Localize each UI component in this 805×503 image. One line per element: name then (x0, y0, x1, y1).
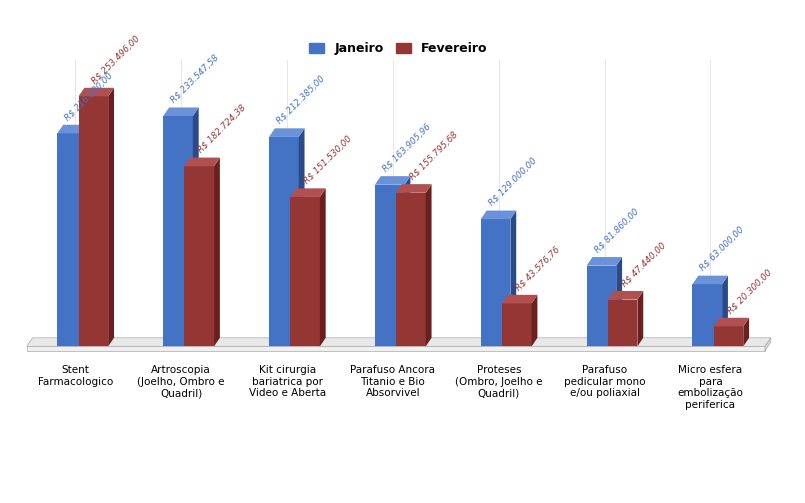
Polygon shape (79, 97, 108, 347)
Polygon shape (108, 88, 114, 347)
Text: R$ 151.530,00: R$ 151.530,00 (302, 134, 353, 186)
Text: R$ 81.860,00: R$ 81.860,00 (592, 207, 640, 254)
Polygon shape (320, 188, 326, 347)
Polygon shape (299, 128, 304, 347)
Polygon shape (27, 338, 771, 347)
Polygon shape (163, 108, 199, 116)
Polygon shape (269, 128, 304, 137)
Polygon shape (163, 116, 193, 347)
Polygon shape (57, 125, 93, 133)
Polygon shape (79, 88, 114, 97)
Polygon shape (375, 176, 411, 185)
Polygon shape (765, 338, 771, 351)
Text: R$ 216.000,00: R$ 216.000,00 (64, 70, 115, 122)
Polygon shape (502, 295, 538, 303)
Polygon shape (638, 291, 643, 347)
Polygon shape (608, 300, 638, 347)
Polygon shape (502, 303, 531, 347)
Polygon shape (57, 133, 87, 347)
Text: R$ 129.000,00: R$ 129.000,00 (487, 156, 538, 208)
Polygon shape (692, 284, 722, 347)
Polygon shape (87, 125, 93, 347)
Polygon shape (714, 326, 743, 347)
Polygon shape (743, 318, 749, 347)
Text: R$ 163.905,96: R$ 163.905,96 (381, 122, 432, 173)
Text: R$ 212.385,00: R$ 212.385,00 (275, 74, 327, 125)
Polygon shape (481, 219, 510, 347)
Text: R$ 47.440,00: R$ 47.440,00 (620, 240, 667, 288)
Polygon shape (608, 291, 643, 300)
Text: R$ 233.547,58: R$ 233.547,58 (169, 53, 221, 105)
Polygon shape (291, 197, 320, 347)
Polygon shape (396, 193, 426, 347)
Polygon shape (531, 295, 538, 347)
Polygon shape (714, 318, 749, 326)
Polygon shape (291, 188, 326, 197)
Polygon shape (510, 211, 516, 347)
Polygon shape (722, 276, 728, 347)
Text: R$ 253.496,00: R$ 253.496,00 (90, 34, 142, 85)
Polygon shape (396, 184, 431, 193)
Text: R$ 155.795,68: R$ 155.795,68 (408, 130, 460, 181)
Text: R$ 63.000,00: R$ 63.000,00 (699, 225, 746, 273)
Text: R$ 43.576,76: R$ 43.576,76 (514, 244, 561, 292)
Polygon shape (269, 137, 299, 347)
Text: R$ 20.300,00: R$ 20.300,00 (725, 268, 773, 315)
Polygon shape (193, 108, 199, 347)
Polygon shape (617, 257, 622, 347)
Polygon shape (184, 157, 220, 166)
Polygon shape (27, 347, 765, 351)
Legend: Janeiro, Fevereiro: Janeiro, Fevereiro (304, 37, 493, 60)
Polygon shape (375, 185, 405, 347)
Polygon shape (405, 176, 411, 347)
Polygon shape (587, 266, 617, 347)
Polygon shape (214, 157, 220, 347)
Polygon shape (426, 184, 431, 347)
Polygon shape (587, 257, 622, 266)
Text: R$ 182.724,38: R$ 182.724,38 (196, 103, 248, 155)
Polygon shape (184, 166, 214, 347)
Polygon shape (481, 211, 516, 219)
Polygon shape (692, 276, 728, 284)
